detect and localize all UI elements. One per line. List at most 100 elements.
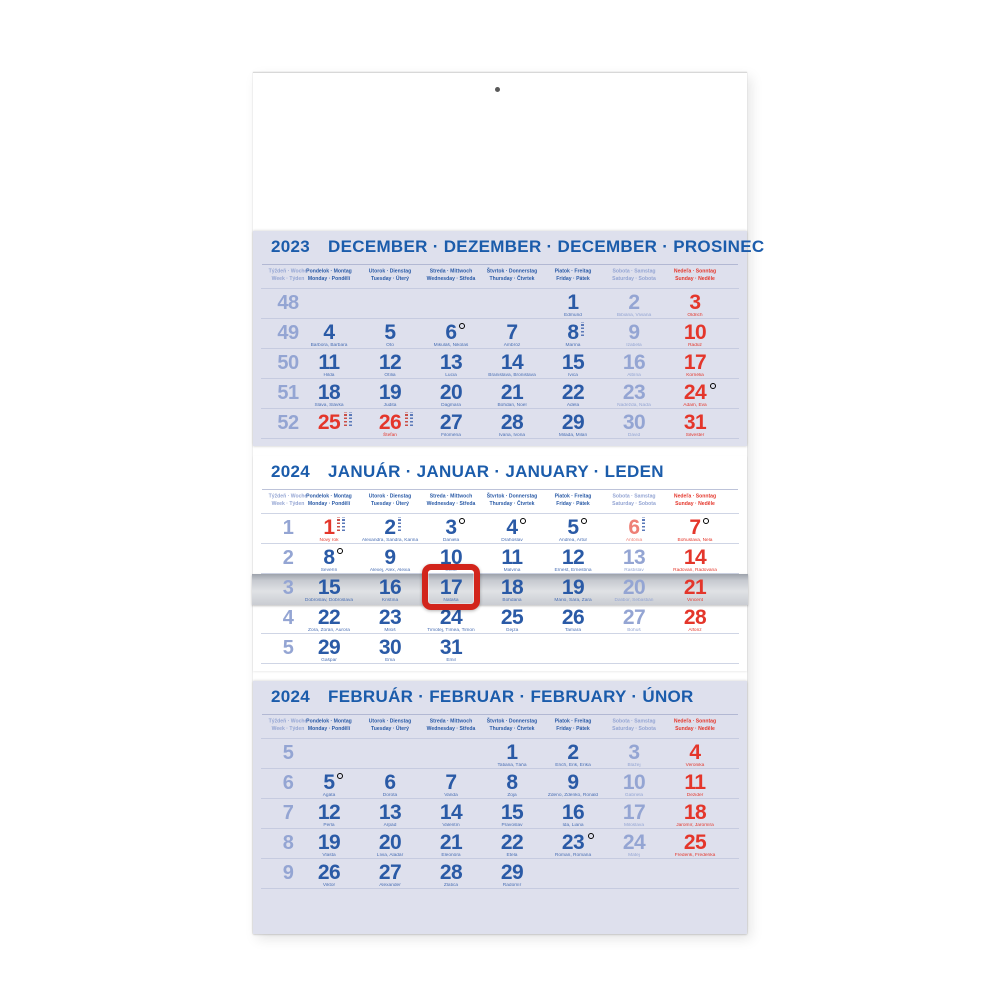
name-day: Matej [628,853,640,858]
day-number: 8 [506,771,518,794]
name-day: Albína [627,373,641,378]
day-cell: 20 Dagmara [421,379,481,409]
name-day: Jaromír, Jaromíra [676,823,714,828]
week-number-value: 50 [277,352,299,374]
day-cell: 8 Zoja [482,769,542,799]
day-number: 3 [628,741,640,764]
moon-phase-icon [581,518,587,524]
hang-hole [495,87,500,92]
day-cell: 10 Radúz [665,319,725,349]
day-cell: 27 Bohuš [604,604,664,634]
weekday-header: Štvrtok · Donnerstag Thursday · Čtvrtek [486,268,538,282]
day-number: 17 [622,801,646,824]
name-day: Bohuslava, Nela [677,538,713,543]
name-day: Dávid [627,433,641,438]
name-day: Arpád [383,823,397,828]
day-cell: 6 Dorota [360,769,420,799]
day-number: 17 [683,351,707,374]
week-number: 9 [258,859,318,889]
holiday-marker-icon [405,412,413,426]
weekday-header: Nedeľa · Sonntag Sunday · Neděle [673,493,717,507]
name-day: Antónia [625,538,643,543]
day-cell: 2 Alexandra, Sandra, Karina [360,514,420,544]
weekday-header: Streda · Mittwoch Wednesday · Středa [426,493,476,507]
moon-phase-icon [703,518,709,524]
month-year: 2023 [271,237,311,256]
day-cell: 8 Marína [543,319,603,349]
day-cell: 13 Arpád [360,799,420,829]
day-number: 13 [622,546,646,569]
day-cell: 7 Ambróz [482,319,542,349]
moon-phase-icon [588,833,594,839]
row-separator [261,513,739,514]
weekday-header: Utorok · Dienstag Tuesday · Úterý [368,268,412,282]
day-cell: 30 Dávid [604,409,664,439]
day-cell: 5 Agáta [299,769,359,799]
day-cell: 1 Nový rok [299,514,359,544]
name-day: Barbora, Barbara [310,343,348,348]
day-number: 3 [689,291,701,314]
day-number: 13 [378,801,402,824]
day-cell: 24 Adam, Eva [665,379,725,409]
name-day: Radovan, Radovana [673,568,717,573]
day-cell: 28 Zlatica [421,859,481,889]
name-day: Vincent [687,598,703,603]
day-cell: 24 Timotej, Tímea, Timon [421,604,481,634]
name-day: Filoména [441,433,461,438]
day-number: 14 [683,546,707,569]
day-cell: 18 Sláva, Slávka [299,379,359,409]
weekday-header: Piatok · Freitag Friday · Pátek [554,493,592,507]
row-separator [261,633,739,634]
day-number: 19 [317,831,341,854]
name-day: Dezider [686,793,704,798]
day-cell: 18 Jaromír, Jaromíra [665,799,725,829]
day-cell: 17 Kornélia [665,349,725,379]
name-day: Dáša [445,568,457,573]
date-cursor [422,564,480,610]
day-number: 27 [378,861,402,884]
week-number: 3 [258,574,318,604]
day-number: 22 [561,381,585,404]
row-separator [261,438,739,439]
day-cell: 13 Lucia [421,349,481,379]
weekday-header: Nedeľa · Sonntag Sunday · Neděle [673,718,717,732]
day-number: 22 [317,606,341,629]
name-day: Ida, Liana [562,823,584,828]
week-number-value: 2 [282,547,294,569]
holiday-marker-icon [581,322,584,336]
weeknum-header: Týždeň · Woche Week · Týden [268,493,308,507]
day-number: 17 [439,576,463,599]
holiday-marker-icon [398,517,401,531]
day-number: 28 [500,411,524,434]
day-cell: 16 Ida, Liana [543,799,603,829]
day-number: 6 [384,771,396,794]
weeknum-header: Týždeň · Woche Week · Týden [268,268,308,282]
day-number: 14 [439,801,463,824]
day-number: 1 [567,291,579,314]
calendar-sheet: 2023 DECEMBER · DEZEMBER · DECEMBER · PRO… [252,72,764,934]
day-cell: 11 Hilda [299,349,359,379]
name-day: Tatiana, Táňa [497,763,527,768]
day-cell: 7 Vanda [421,769,481,799]
week-number-value: 6 [282,772,294,794]
weekday-header: Streda · Mittwoch Wednesday · Středa [426,718,476,732]
weekday-header: Pondelok · Montag Monday · Pondělí [306,493,352,507]
row-separator [261,408,739,409]
row-separator [261,378,739,379]
day-number: 22 [500,831,524,854]
day-number: 12 [561,546,585,569]
day-number: 15 [500,801,524,824]
name-day: Tamara [564,628,581,633]
day-cell: 3 Daniela [421,514,481,544]
day-number: 8 [567,321,579,344]
week-number: 7 [258,799,318,829]
day-number: 6 [445,321,457,344]
day-cell: 23 Miloš [360,604,420,634]
day-number: 6 [628,516,640,539]
day-number: 23 [561,831,585,854]
day-number: 18 [683,801,707,824]
day-cell: 14 Valentín [421,799,481,829]
day-number: 7 [445,771,457,794]
name-day: Lucia [445,373,457,378]
